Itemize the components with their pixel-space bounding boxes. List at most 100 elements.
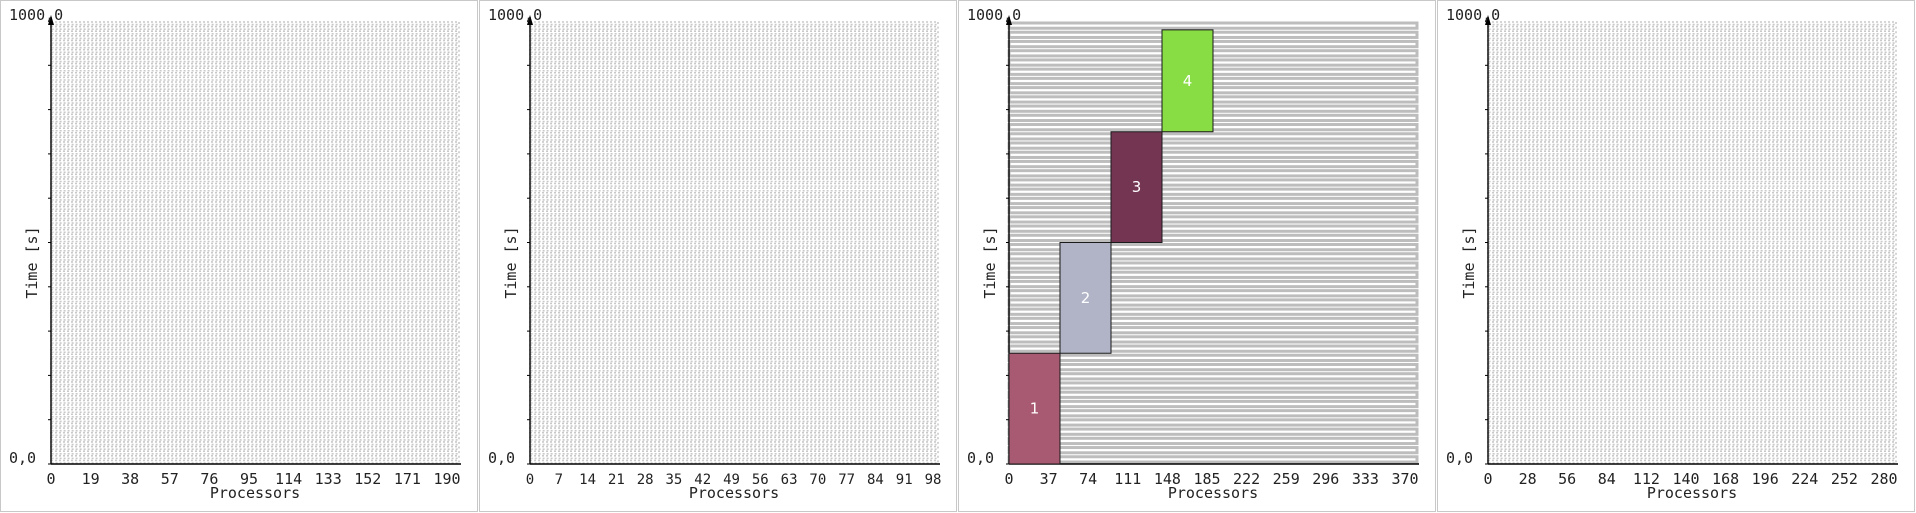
grid-row <box>1487 431 1897 437</box>
grid-row <box>529 48 939 54</box>
grid-row <box>1487 215 1897 220</box>
job-label: 1 <box>1030 400 1040 418</box>
grid-row <box>1487 168 1897 174</box>
grid-row <box>529 228 939 234</box>
grid-row <box>529 35 939 40</box>
grid-row <box>1487 136 1897 141</box>
grid-row <box>529 155 939 160</box>
grid-row <box>1007 224 1419 233</box>
grid-row <box>1487 224 1897 229</box>
x-tick-label: 7 <box>555 472 563 488</box>
y-axis-arrow <box>1485 15 1491 25</box>
grid-row <box>50 330 460 335</box>
grid-row <box>1487 353 1897 358</box>
grid-row <box>529 104 939 109</box>
x-tick-label: 63 <box>781 472 798 488</box>
y-axis-label: Time [s] <box>502 226 520 298</box>
grid-row <box>529 334 939 340</box>
grid-row <box>50 367 460 372</box>
grid-row <box>50 233 460 238</box>
grid-row <box>50 279 460 284</box>
grid-row <box>50 353 460 358</box>
chart-panel-2: 1000,0 0,0 Time [s] 0 7 14 21 28 35 42 49 56 63 70 77 8… <box>479 0 957 512</box>
x-tick-label: 152 <box>354 470 381 488</box>
grid-row <box>50 25 460 31</box>
grid-row <box>1487 358 1897 363</box>
x-tick-label: 0 <box>526 472 534 488</box>
chart-svg: 1000,0 0,0 Time [s] 0 7 14 21 28 35 42 49 56 63 70 77 8… <box>488 6 941 502</box>
job-block-2: 2 <box>1059 242 1112 354</box>
grid-row <box>1007 399 1419 409</box>
x-tick-label: 0 <box>1004 470 1013 488</box>
grid-row <box>529 99 939 104</box>
chart-svg: 1000,0 0,0 Time [s] 0 19 38 57 76 95 114 133 152 171… <box>9 6 461 502</box>
grid-row <box>1487 339 1897 344</box>
grid-row <box>50 159 460 164</box>
grid-row <box>1007 372 1419 381</box>
grid-row <box>529 145 939 150</box>
grid-row <box>1487 145 1897 150</box>
grid-row <box>529 445 939 450</box>
grid-row <box>529 150 939 155</box>
grid-row <box>1007 362 1419 372</box>
grid-row <box>1487 71 1897 77</box>
grid-row <box>529 408 939 414</box>
grid-row <box>529 201 939 206</box>
job-block-3: 3 <box>1110 131 1163 243</box>
x-tick-label: 0 <box>46 470 55 488</box>
grid-row <box>50 58 460 63</box>
grid-row <box>50 62 460 67</box>
grid-row <box>529 311 939 317</box>
grid-row <box>529 344 939 349</box>
grid-row <box>50 76 460 81</box>
grid-row <box>1487 371 1897 377</box>
grid-row <box>1487 270 1897 275</box>
grid-row <box>529 44 939 49</box>
grid-row <box>529 385 939 390</box>
grid-row <box>1487 173 1897 178</box>
grid-row <box>50 302 460 307</box>
grid-row <box>1487 90 1897 95</box>
grid-row <box>529 298 939 303</box>
grid-row <box>529 53 939 58</box>
grid-row <box>50 325 460 330</box>
grid-row <box>1487 302 1897 307</box>
grid-row <box>50 187 460 192</box>
job-rect <box>1059 242 1112 354</box>
grid-row <box>1487 445 1897 450</box>
grid-row <box>50 242 460 247</box>
x-axis-label: Processors <box>1168 484 1258 502</box>
x-tick-label: 252 <box>1831 470 1858 488</box>
x-tick-label: 84 <box>1598 470 1616 488</box>
grid-row <box>529 30 939 35</box>
grid-row <box>1487 76 1897 81</box>
grid-row <box>50 145 460 150</box>
grid-row <box>50 284 460 289</box>
grid-row <box>1487 62 1897 67</box>
grid-row <box>50 182 460 187</box>
grid-row <box>1487 381 1897 386</box>
y-axis-arrow <box>527 15 533 25</box>
grid-row <box>1487 150 1897 155</box>
grid-row <box>529 141 939 146</box>
y-bottom-label: 0,0 <box>1446 449 1473 467</box>
grid-row <box>529 441 939 446</box>
grid-row <box>1487 233 1897 238</box>
grid-row <box>1487 48 1897 54</box>
x-tick-label: 21 <box>608 472 625 488</box>
job-block-1: 1 <box>1008 352 1061 465</box>
grid-row <box>1487 279 1897 284</box>
x-tick-label: 133 <box>315 470 342 488</box>
job-rect <box>1008 352 1061 465</box>
grid-row <box>1487 67 1897 72</box>
x-tick-label: 37 <box>1040 470 1058 488</box>
x-tick-label: 370 <box>1391 470 1418 488</box>
x-tick-label: 38 <box>121 470 139 488</box>
grid-row <box>1007 455 1419 464</box>
x-tick-label: 168 <box>1712 470 1739 488</box>
grid-row <box>50 191 460 197</box>
grid-row <box>50 408 460 414</box>
grid-row <box>50 30 460 35</box>
grid-row <box>1487 459 1897 464</box>
grid-row <box>1007 169 1419 178</box>
